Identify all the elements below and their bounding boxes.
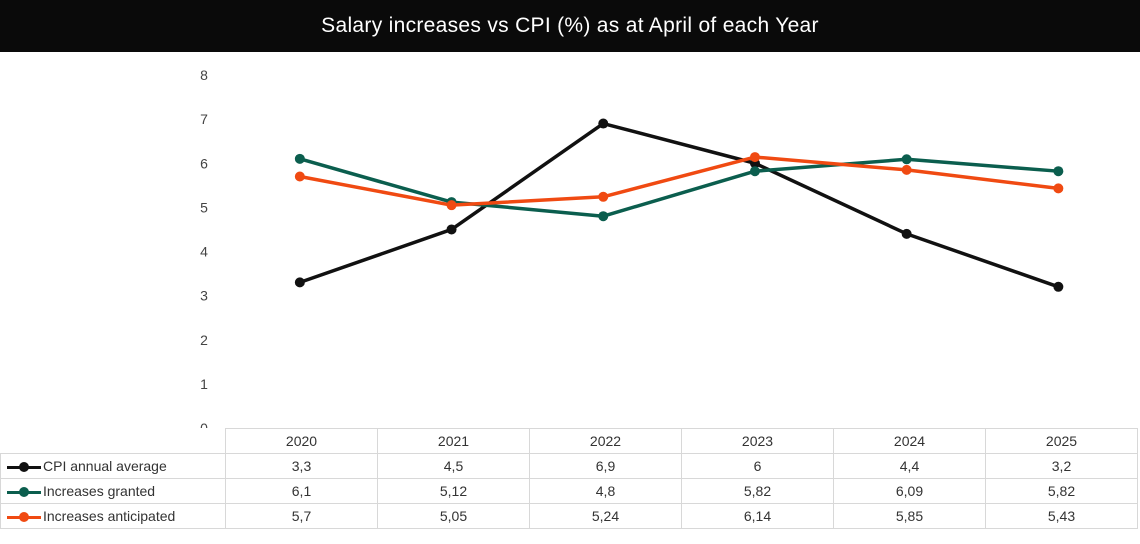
data-point: [294, 153, 305, 164]
x-tick-label: 2021: [377, 428, 530, 454]
data-point: [1053, 281, 1064, 292]
data-point: [749, 166, 760, 177]
data-label: 5,24: [529, 503, 682, 529]
legend-entry: CPI annual average: [0, 453, 226, 479]
data-point: [294, 277, 305, 288]
table-row: CPI annual average 3,3 4,5 6,9 6 4,4 3,2: [0, 453, 1138, 479]
data-label: 5,43: [985, 503, 1138, 529]
data-label: 6,1: [225, 478, 378, 504]
data-label: 6,9: [529, 453, 682, 479]
legend-label: Increases granted: [43, 483, 156, 499]
data-label: 6: [681, 453, 834, 479]
y-tick-label: 2: [200, 332, 208, 348]
chart-title: Salary increases vs CPI (%) as at April …: [0, 0, 1140, 52]
x-tick-label: 2023: [681, 428, 834, 454]
x-tick-label: 2024: [833, 428, 986, 454]
x-tick-label: 2022: [529, 428, 682, 454]
data-label: 5,12: [377, 478, 530, 504]
data-point: [294, 171, 305, 182]
legend-marker-icon: [7, 462, 41, 473]
y-tick-label: 1: [200, 376, 208, 392]
data-label: 5,85: [833, 503, 986, 529]
legend-label: Increases anticipated: [43, 508, 176, 524]
data-point: [901, 228, 912, 239]
series-line-1: [299, 157, 1059, 218]
data-point: [749, 152, 760, 163]
table-header-row: 2020 2021 2022 2023 2024 2025: [1, 428, 1138, 454]
data-point: [901, 154, 912, 165]
data-point: [901, 164, 912, 175]
table-row: Increases anticipated 5,7 5,05 5,24 6,14 5,85…: [0, 503, 1138, 529]
legend-entry: Increases anticipated: [0, 503, 226, 529]
legend-label: CPI annual average: [43, 458, 167, 474]
series-line-2: [299, 155, 1059, 207]
data-label: 6,09: [833, 478, 986, 504]
data-point: [598, 118, 609, 129]
data-label: 5,7: [225, 503, 378, 529]
data-table: 2020 2021 2022 2023 2024 2025 CPI annual avera…: [0, 428, 1138, 529]
data-point: [446, 200, 457, 211]
legend-marker-icon: [7, 487, 41, 498]
data-point: [446, 224, 457, 235]
y-tick-label: 5: [200, 199, 208, 215]
x-tick-label: 2025: [985, 428, 1138, 454]
data-label: 4,8: [529, 478, 682, 504]
data-point: [1053, 183, 1064, 194]
data-point: [1053, 166, 1064, 177]
legend-marker-icon: [7, 512, 41, 523]
data-point: [598, 211, 609, 222]
data-label: 5,82: [985, 478, 1138, 504]
y-tick-label: 6: [200, 155, 208, 171]
series-line-0: [299, 121, 1059, 289]
y-tick-label: 3: [200, 288, 208, 304]
data-label: 4,5: [377, 453, 530, 479]
data-label: 6,14: [681, 503, 834, 529]
y-tick-label: 7: [200, 111, 208, 127]
data-label: 3,2: [985, 453, 1138, 479]
y-tick-label: 4: [200, 244, 208, 260]
table-row: Increases granted 6,1 5,12 4,8 5,82 6,09 5,82: [0, 478, 1138, 504]
x-tick-label: 2020: [225, 428, 378, 454]
y-tick-label: 8: [200, 67, 208, 83]
table-corner: [1, 429, 226, 454]
data-label: 5,82: [681, 478, 834, 504]
data-label: 3,3: [225, 453, 378, 479]
plot-area: 0 1 2 3 4 5 6 7 8: [200, 67, 1064, 428]
data-label: 5,05: [377, 503, 530, 529]
data-point: [598, 191, 609, 202]
legend-entry: Increases granted: [0, 478, 226, 504]
data-label: 4,4: [833, 453, 986, 479]
y-tick-label: 0: [200, 420, 208, 428]
